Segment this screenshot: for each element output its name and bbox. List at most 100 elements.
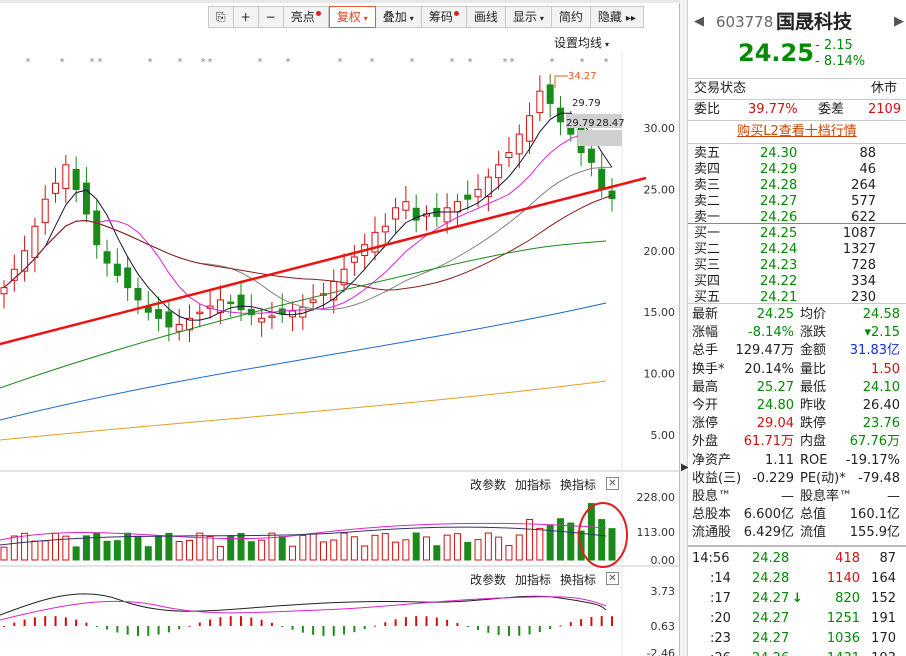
- macd-switch-indicator-button[interactable]: 换指标: [560, 573, 597, 587]
- stat-label: 今开: [692, 398, 719, 413]
- macd-add-indicator-button[interactable]: 加指标: [515, 573, 552, 587]
- event-marker-icon: *: [604, 57, 609, 68]
- stat-label: ROE: [800, 452, 828, 468]
- macd-histogram-bar: [580, 619, 583, 626]
- event-marker-icon: *: [178, 57, 183, 68]
- toolbar-zoom_out-button[interactable]: −: [258, 6, 284, 28]
- candle-body: [196, 311, 204, 315]
- volume-bar: [340, 532, 348, 561]
- bid-level-row[interactable]: 买二 24.24 1327: [688, 242, 906, 258]
- next-stock-icon[interactable]: ▶: [894, 14, 904, 29]
- stat-label: 均价: [800, 307, 827, 322]
- ask-level-row[interactable]: 卖二 24.27 577: [688, 194, 906, 210]
- y-tick-label: 5.00: [651, 429, 676, 442]
- candle-body: [134, 287, 142, 301]
- level-label: 买一: [694, 226, 721, 241]
- level-label: 卖二: [694, 194, 721, 209]
- stat-value: 61.71万: [743, 434, 794, 450]
- high-price-label: 34.27: [568, 71, 597, 82]
- candle-body: [144, 306, 152, 313]
- book-divider: [688, 223, 906, 224]
- level-volume: 728: [851, 258, 876, 273]
- level-price: 24.21: [760, 290, 798, 305]
- toolbar-crosshair-button[interactable]: +: [233, 6, 259, 28]
- candle-body: [103, 251, 111, 264]
- toolbar-highlight-button[interactable]: 亮点: [283, 6, 329, 28]
- stat-value: 24.25: [756, 307, 794, 322]
- ask-level-row[interactable]: 卖五 24.30 88: [688, 146, 906, 162]
- event-marker-icon: *: [503, 57, 508, 68]
- macd-histogram-bar: [538, 626, 541, 633]
- y-tick-label: 10.00: [644, 368, 676, 381]
- stat-value: 23.76: [862, 416, 900, 432]
- candle-body: [495, 164, 503, 179]
- ask-level-row[interactable]: 卖四 24.29 46: [688, 162, 906, 178]
- toolbar-simple-button[interactable]: 简约: [551, 6, 591, 28]
- level-volume: 1327: [842, 242, 876, 257]
- volume-close-icon[interactable]: ✕: [606, 477, 619, 490]
- level-volume: 334: [851, 274, 876, 289]
- volume-bar: [608, 528, 616, 561]
- toolbar-chips-button[interactable]: 筹码: [421, 6, 467, 28]
- macd-edit-params-button[interactable]: 改参数: [470, 573, 507, 587]
- weibi-label: 委比: [694, 102, 721, 117]
- volume-bar: [41, 540, 49, 561]
- volume-bar: [598, 519, 606, 561]
- stat-value: -19.17%: [845, 452, 900, 468]
- macd-histogram-bar: [126, 626, 129, 635]
- toolbar-adjust-label: 复权: [336, 10, 361, 24]
- volume-switch-indicator-button[interactable]: 换指标: [560, 478, 597, 492]
- level-price: 24.26: [760, 210, 798, 225]
- stat-row: 流通股 6.429亿 流值 155.9亿: [688, 524, 906, 542]
- stock-name: 国晟科技: [776, 11, 853, 33]
- bid-level-row[interactable]: 买五 24.21 230: [688, 290, 906, 306]
- expand-arrows-icon: ▸▸: [625, 13, 636, 24]
- stat-label: 跌停: [800, 416, 827, 432]
- stat-value: 20.14%: [744, 361, 794, 377]
- candle-body: [62, 164, 70, 189]
- volume-bar: [206, 535, 214, 561]
- stat-value: 1.50: [871, 361, 900, 377]
- level-label: 卖三: [694, 178, 721, 193]
- volume-ma-line: [0, 522, 607, 541]
- stat-value: 1.11: [765, 452, 794, 468]
- macd-histogram-bar: [466, 626, 469, 627]
- bid-level-row[interactable]: 买三 24.23 728: [688, 258, 906, 274]
- volume-edit-params-button[interactable]: 改参数: [470, 478, 507, 492]
- bid-level-row[interactable]: 买四 24.22 334: [688, 274, 906, 290]
- volume-bar: [526, 519, 534, 561]
- price-change-pct: - 8.14%: [815, 54, 866, 69]
- toolbar-hide-button[interactable]: 隐藏 ▸▸: [590, 6, 644, 28]
- candle-body: [0, 287, 8, 295]
- volume-bar: [134, 535, 142, 561]
- divider: [688, 78, 906, 79]
- prev-stock-icon[interactable]: ◀: [694, 14, 704, 29]
- stat-value: 24.10: [862, 379, 900, 395]
- ask-level-row[interactable]: 卖一 24.26 622: [688, 210, 906, 226]
- volume-add-indicator-button[interactable]: 加指标: [515, 478, 552, 492]
- toolbar-draw-label: 画线: [473, 10, 498, 24]
- stat-value: 67.76万: [849, 434, 900, 450]
- toolbar-overlay-button[interactable]: 叠加 ▾: [375, 6, 422, 28]
- ma-setting-button[interactable]: 设置均线 ▾: [554, 36, 610, 50]
- panel-splitter[interactable]: ▶: [680, 0, 689, 656]
- bid-level-row[interactable]: 买一 24.25 1087: [688, 226, 906, 242]
- ask-level-row[interactable]: 卖三 24.28 264: [688, 178, 906, 194]
- toolbar-draw-button[interactable]: 画线: [466, 6, 506, 28]
- macd-close-icon[interactable]: ✕: [606, 572, 619, 585]
- tick-volume: 820: [835, 591, 860, 606]
- toolbar-adjust-button[interactable]: 复权 ▾: [328, 6, 376, 28]
- highlight-circle: [578, 502, 628, 568]
- price-change: - 2.15: [815, 38, 853, 53]
- kline-chart-area[interactable]: ⎘ + − 亮点 复权 ▾ 叠加 ▾ 筹码 画线 显示 ▾ 简约 隐藏 ▸▸ 设置均线 ▾ 30.00 25.0…: [0, 0, 680, 656]
- buy-l2-link[interactable]: 购买L2查看十档行情: [737, 124, 857, 139]
- event-marker-icon: *: [208, 57, 213, 68]
- toolbar-display-button[interactable]: 显示 ▾: [505, 6, 552, 28]
- candle-body: [309, 299, 317, 303]
- collapse-arrow-icon[interactable]: ▶: [681, 462, 689, 473]
- macd-histogram-bar: [23, 619, 26, 626]
- toolbar-capture-button[interactable]: ⎘: [208, 6, 234, 28]
- stat-row: 最高 25.27 最低 24.10: [688, 379, 906, 397]
- macd-dea-line: [0, 596, 607, 621]
- tick-count: 191: [871, 611, 896, 626]
